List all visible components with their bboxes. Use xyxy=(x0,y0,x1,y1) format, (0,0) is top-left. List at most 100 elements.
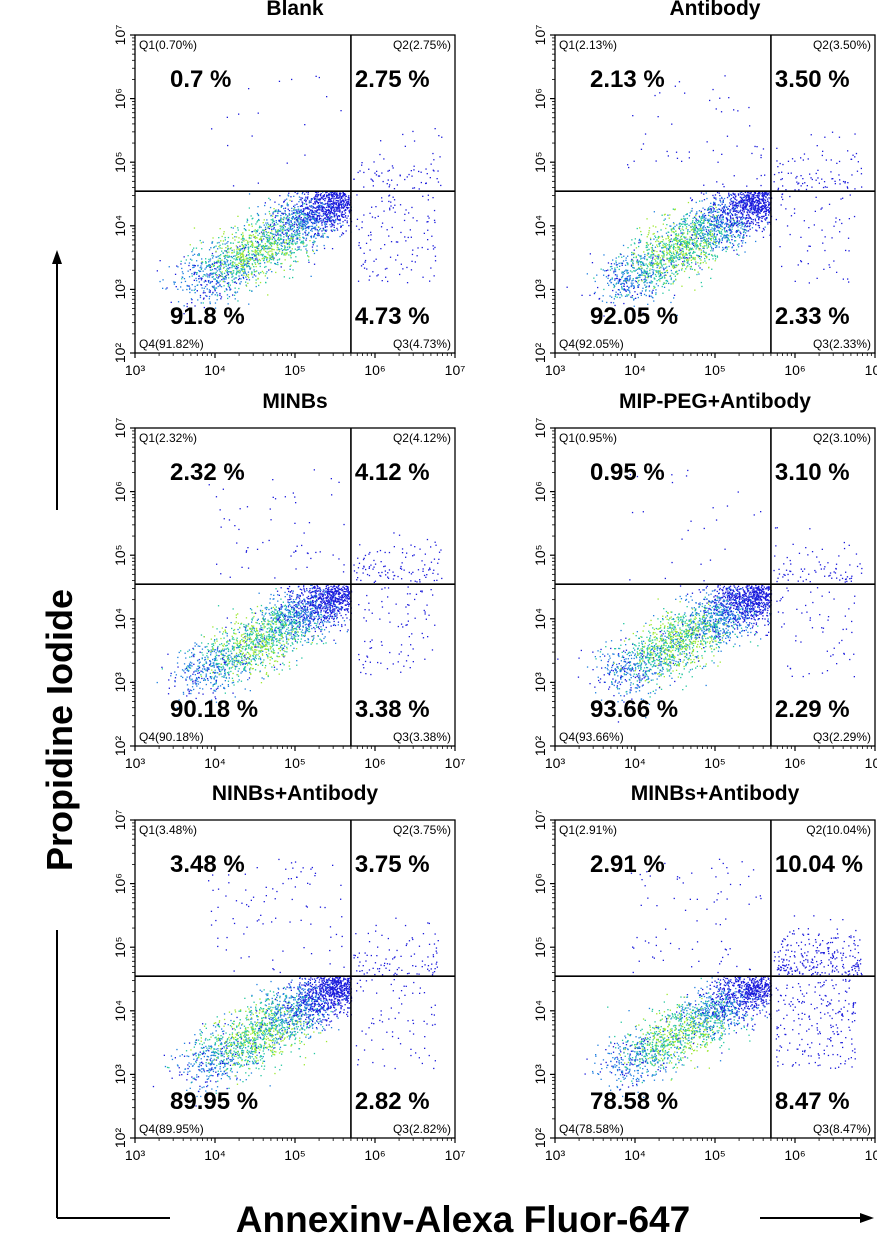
scatter-point xyxy=(681,263,683,265)
scatter-point xyxy=(304,212,306,215)
scatter-point xyxy=(225,288,227,290)
scatter-point xyxy=(703,219,705,221)
scatter-point xyxy=(716,225,718,227)
scatter-point xyxy=(189,291,191,294)
scatter-point xyxy=(255,275,257,277)
scatter-point xyxy=(296,203,298,205)
scatter-point xyxy=(241,263,243,266)
scatter-point xyxy=(219,280,221,282)
scatter-point xyxy=(271,222,274,224)
scatter-point xyxy=(662,272,664,274)
scatter-point xyxy=(692,238,694,241)
scatter-point xyxy=(298,201,300,203)
scatter-point xyxy=(312,222,314,224)
scatter-point xyxy=(272,256,274,258)
scatter-point xyxy=(441,136,443,138)
scatter-point xyxy=(269,243,272,245)
scatter-point xyxy=(701,200,703,202)
scatter-point xyxy=(339,209,341,211)
scatter-point xyxy=(734,198,736,201)
scatter-point xyxy=(728,195,730,198)
scatter-point xyxy=(328,200,330,202)
scatter-point xyxy=(748,217,750,220)
scatter-point xyxy=(704,257,706,260)
scatter-point xyxy=(744,251,746,253)
scatter-point xyxy=(247,275,249,277)
scatter-point xyxy=(338,192,341,194)
scatter-point xyxy=(701,222,703,224)
scatter-point xyxy=(287,248,289,251)
scatter-point xyxy=(303,209,305,211)
scatter-point xyxy=(184,280,187,283)
scatter-point xyxy=(252,245,254,247)
scatter-point xyxy=(278,203,280,206)
scatter-point xyxy=(259,262,261,265)
scatter-point xyxy=(709,241,711,244)
scatter-point xyxy=(701,268,703,271)
scatter-point xyxy=(288,239,290,242)
scatter-point xyxy=(319,228,321,231)
scatter-point xyxy=(745,205,747,207)
scatter-point xyxy=(742,193,744,195)
scatter-point xyxy=(242,259,245,261)
scatter-point xyxy=(221,273,224,275)
scatter-point xyxy=(296,193,298,195)
scatter-point xyxy=(235,245,237,247)
scatter-point xyxy=(208,295,211,298)
scatter-point xyxy=(694,217,697,219)
scatter-point xyxy=(318,216,321,218)
scatter-point xyxy=(720,214,722,216)
scatter-point xyxy=(272,255,274,257)
scatter-point xyxy=(280,217,282,219)
scatter-point xyxy=(227,264,229,267)
scatter-point xyxy=(731,228,733,230)
scatter-point xyxy=(613,286,615,289)
scatter-point xyxy=(246,261,248,263)
scatter-point xyxy=(665,274,667,276)
scatter-point xyxy=(298,215,300,217)
scatter-point xyxy=(328,217,331,220)
scatter-point xyxy=(666,254,668,256)
scatter-point xyxy=(682,257,685,259)
scatter-point xyxy=(209,258,212,260)
scatter-point xyxy=(242,254,245,256)
scatter-point xyxy=(674,249,677,252)
scatter-point xyxy=(749,198,752,200)
scatter-point xyxy=(217,259,219,261)
scatter-point xyxy=(662,258,664,260)
scatter-point xyxy=(698,223,700,226)
scatter-point xyxy=(728,246,730,248)
scatter-point xyxy=(217,255,219,257)
scatter-point xyxy=(283,239,285,241)
scatter-point xyxy=(747,212,749,214)
scatter-point xyxy=(629,275,631,277)
scatter-point xyxy=(639,274,641,276)
scatter-point xyxy=(297,233,299,235)
scatter-point xyxy=(281,218,284,220)
scatter-point xyxy=(242,234,244,236)
scatter-point xyxy=(616,274,618,276)
scatter-point xyxy=(256,261,259,263)
scatter-point xyxy=(699,267,701,269)
scatter-point xyxy=(700,259,702,261)
scatter-point xyxy=(626,294,628,296)
scatter-point xyxy=(234,287,236,289)
scatter-point xyxy=(633,256,635,259)
scatter-point xyxy=(263,257,266,259)
scatter-point xyxy=(287,215,289,217)
scatter-point xyxy=(329,215,331,217)
scatter-point xyxy=(308,212,311,214)
scatter-point xyxy=(662,283,664,285)
scatter-point xyxy=(291,200,293,202)
scatter-point xyxy=(249,234,252,236)
scatter-point xyxy=(389,256,392,258)
scatter-point xyxy=(402,133,404,136)
scatter-point xyxy=(265,272,267,275)
scatter-point xyxy=(646,218,648,220)
scatter-point xyxy=(703,251,705,253)
scatter-point xyxy=(274,233,276,235)
scatter-point xyxy=(306,197,308,199)
scatter-point xyxy=(248,252,251,255)
scatter-point xyxy=(236,271,238,274)
scatter-point xyxy=(238,271,240,274)
